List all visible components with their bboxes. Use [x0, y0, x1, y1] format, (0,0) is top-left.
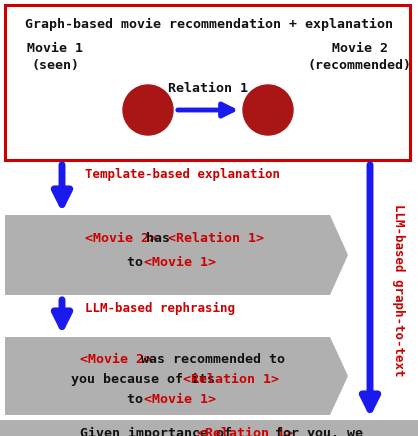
Text: <Relation 1>: <Relation 1> [197, 427, 293, 436]
Text: <Relation 1>: <Relation 1> [183, 373, 279, 386]
Text: <Relation 1>: <Relation 1> [168, 232, 264, 245]
Text: <Movie 2>: <Movie 2> [79, 353, 152, 366]
Text: <Movie 2>: <Movie 2> [85, 232, 158, 245]
Text: to: to [127, 393, 150, 406]
Text: was recommended to: was recommended to [133, 353, 285, 366]
FancyBboxPatch shape [0, 420, 418, 436]
Text: Template-based explanation: Template-based explanation [85, 168, 280, 181]
Text: <Movie 1>: <Movie 1> [144, 256, 217, 269]
Text: Relation 1: Relation 1 [168, 82, 248, 95]
Text: LLM-based graph-to-text: LLM-based graph-to-text [392, 204, 405, 376]
Text: Graph-based movie recommendation + explanation: Graph-based movie recommendation + expla… [25, 18, 393, 31]
Polygon shape [5, 215, 348, 295]
Text: <Movie 1>: <Movie 1> [144, 393, 217, 406]
Text: Given importance of: Given importance of [80, 427, 240, 436]
Text: has: has [138, 232, 178, 245]
Text: you because of its: you because of its [71, 373, 223, 386]
Text: LLM-based rephrasing: LLM-based rephrasing [85, 302, 235, 315]
Text: for you, we: for you, we [268, 427, 363, 436]
Circle shape [243, 85, 293, 135]
Polygon shape [5, 337, 348, 415]
Text: Movie 1
(seen): Movie 1 (seen) [27, 42, 83, 72]
FancyBboxPatch shape [5, 5, 410, 160]
Text: to: to [127, 256, 150, 269]
Text: Movie 2
(recommended): Movie 2 (recommended) [308, 42, 412, 72]
Circle shape [123, 85, 173, 135]
